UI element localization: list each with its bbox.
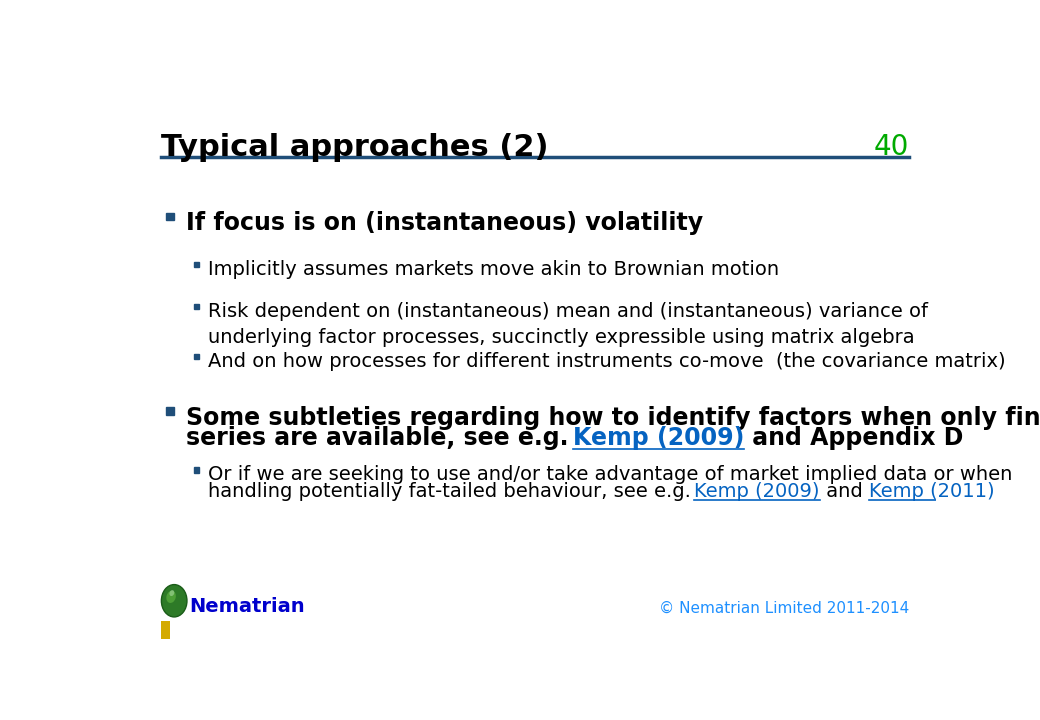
Text: And on how processes for different instruments co-move  (the covariance matrix): And on how processes for different instr… xyxy=(208,352,1005,371)
Text: Nematrian: Nematrian xyxy=(189,597,305,616)
Bar xyxy=(161,621,171,639)
Text: Implicitly assumes markets move akin to Brownian motion: Implicitly assumes markets move akin to … xyxy=(208,260,779,279)
Bar xyxy=(193,467,200,472)
Text: Kemp (2011): Kemp (2011) xyxy=(868,482,994,501)
Text: and Appendix D: and Appendix D xyxy=(745,426,964,450)
Text: © Nematrian Limited 2011-2014: © Nematrian Limited 2011-2014 xyxy=(658,601,909,616)
Ellipse shape xyxy=(161,585,187,617)
Ellipse shape xyxy=(170,590,175,596)
Text: Risk dependent on (instantaneous) mean and (instantaneous) variance of
underlyin: Risk dependent on (instantaneous) mean a… xyxy=(208,302,928,348)
Text: 40: 40 xyxy=(874,132,909,161)
Text: handling potentially fat-tailed behaviour, see e.g.: handling potentially fat-tailed behaviou… xyxy=(208,482,695,501)
Text: Kemp (2009): Kemp (2009) xyxy=(695,482,820,501)
Ellipse shape xyxy=(166,591,176,603)
Text: Kemp (2009): Kemp (2009) xyxy=(573,426,745,450)
Bar xyxy=(193,354,200,359)
Text: If focus is on (instantaneous) volatility: If focus is on (instantaneous) volatilit… xyxy=(186,211,703,235)
Text: and: and xyxy=(820,482,868,501)
Text: series are available, see e.g.: series are available, see e.g. xyxy=(186,426,573,450)
Bar xyxy=(193,304,200,310)
Bar xyxy=(166,212,174,220)
Text: Some subtleties regarding how to identify factors when only finite sized data: Some subtleties regarding how to identif… xyxy=(186,406,1040,430)
Text: Or if we are seeking to use and/or take advantage of market implied data or when: Or if we are seeking to use and/or take … xyxy=(208,465,1012,485)
Text: Typical approaches (2): Typical approaches (2) xyxy=(161,132,548,161)
Bar xyxy=(193,261,200,267)
Bar xyxy=(166,408,174,415)
